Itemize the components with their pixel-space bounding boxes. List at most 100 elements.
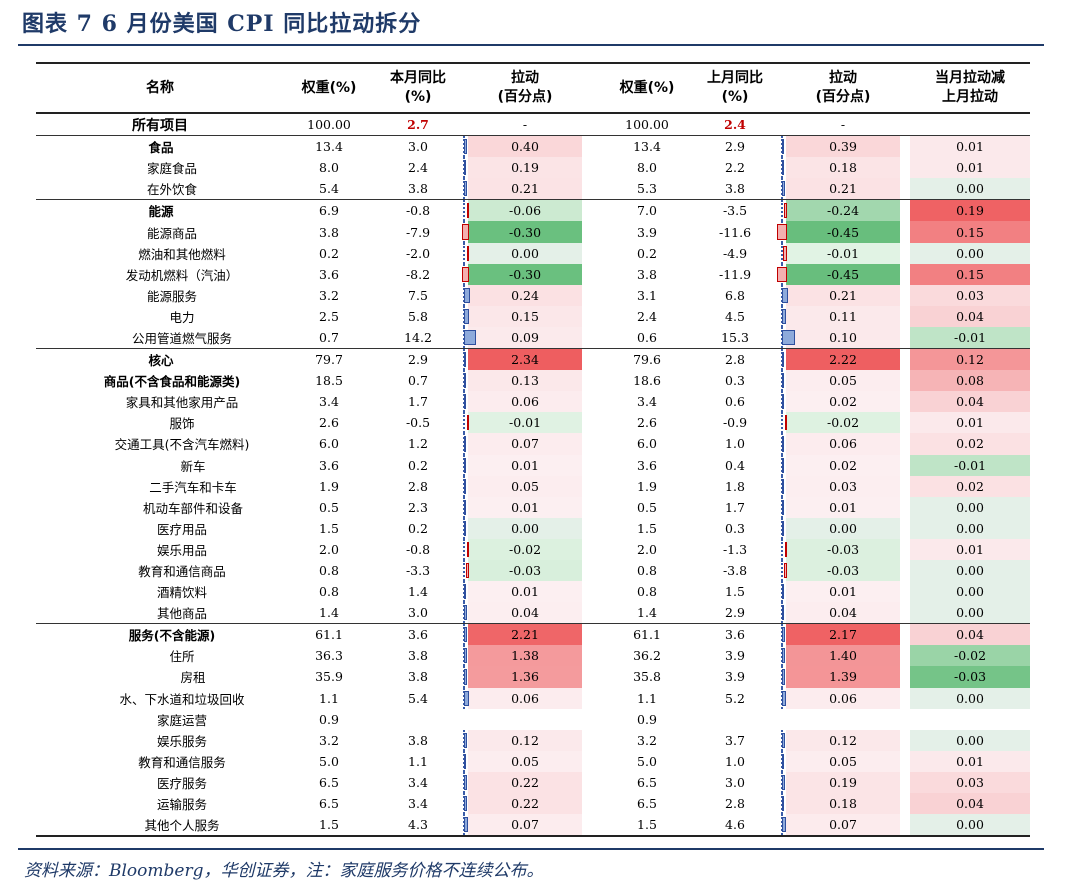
yoy-current: 1.2 xyxy=(408,436,428,452)
yoy-bar-negative xyxy=(467,245,469,261)
pull-diff: 0.03 xyxy=(910,284,1030,306)
pull-diff: 0.15 xyxy=(910,263,1030,285)
table-row: 燃油和其他燃料 0.2 -2.0 0.00 0.2 -4.9 -0.01 0.00 xyxy=(36,242,1030,264)
pull-current: 0.07 xyxy=(468,433,582,455)
yoy-bar-negative xyxy=(462,224,469,240)
table-row: 电力 2.5 5.8 0.15 2.4 4.5 0.11 0.04 xyxy=(36,305,1030,327)
yoy-prev: 3.6 xyxy=(690,623,780,646)
yoy-prev: 0.3 xyxy=(725,373,745,389)
pull-diff: 0.01 xyxy=(910,750,1030,772)
pull-prev xyxy=(786,709,900,730)
yoy-current: -0.8 xyxy=(405,541,431,557)
figure-title: 图表 7 6 月份美国 CPI 同比拉动拆分 xyxy=(22,11,422,37)
yoy-prev: 3.7 xyxy=(725,732,745,748)
weight-current: 1.1 xyxy=(319,690,339,706)
yoy-current: 3.8 xyxy=(408,669,428,685)
pull-diff: 0.02 xyxy=(910,433,1030,455)
yoy-bar-positive xyxy=(464,160,467,176)
table-row: 医疗用品 1.5 0.2 0.00 1.5 0.3 0.00 0.00 xyxy=(36,517,1030,539)
yoy-bar-positive xyxy=(464,774,467,790)
weight-current: 0.5 xyxy=(319,499,339,515)
yoy-current: 2.4 xyxy=(408,160,428,176)
pull-prev: -0.24 xyxy=(786,199,900,222)
weight-prev: 6.0 xyxy=(637,436,657,452)
row-label: 其他商品 xyxy=(156,606,207,622)
table-row: 其他个人服务 1.5 4.3 0.07 1.5 4.6 0.07 0.00 xyxy=(36,814,1030,838)
pull-diff: 0.02 xyxy=(910,475,1030,497)
row-label: 娱乐服务 xyxy=(156,733,207,749)
pull-diff: -0.01 xyxy=(910,454,1030,476)
yoy-prev: 1.5 xyxy=(725,584,745,600)
yoy-bar-positive xyxy=(464,436,466,452)
yoy-current: 1.4 xyxy=(408,584,428,600)
header-weight-current: 权重(%) xyxy=(284,62,374,114)
weight-prev: 8.0 xyxy=(637,160,657,176)
pull-diff: 0.01 xyxy=(910,135,1030,158)
weight-current: 2.0 xyxy=(319,541,339,557)
table-row: 教育和通信商品 0.8 -3.3 -0.03 0.8 -3.8 -0.03 0.00 xyxy=(36,559,1030,582)
table-row: 机动车部件和设备 0.5 2.3 0.01 0.5 1.7 0.01 0.00 xyxy=(36,496,1030,518)
yoy-prev: 3.8 xyxy=(725,181,745,197)
table-row: 食品 13.4 3.0 0.40 13.4 2.9 0.39 0.01 xyxy=(36,135,1030,158)
yoy-bar-positive xyxy=(782,605,785,621)
table-row: 娱乐用品 2.0 -0.8 -0.02 2.0 -1.3 -0.03 0.01 xyxy=(36,538,1030,560)
yoy-bar-positive xyxy=(464,753,466,769)
yoy-bar-positive xyxy=(464,584,466,600)
weight-prev: 0.8 xyxy=(637,563,657,579)
yoy-current: 7.5 xyxy=(408,287,428,303)
yoy-bar-negative xyxy=(785,415,787,431)
yoy-prev: -4.9 xyxy=(722,245,748,261)
yoy-prev: 1.0 xyxy=(725,436,745,452)
row-label: 机动车部件和设备 xyxy=(142,500,243,516)
pull-diff: 0.01 xyxy=(910,412,1030,434)
yoy-prev: 0.6 xyxy=(725,394,745,410)
header-name: 名称 xyxy=(36,62,284,114)
yoy-prev: 15.3 xyxy=(721,329,749,345)
pull-prev: 0.05 xyxy=(786,370,900,392)
yoy-bar-positive xyxy=(782,160,784,176)
weight-current: 3.2 xyxy=(319,287,339,303)
header-pull-prev: 拉动 (百分点) xyxy=(786,62,900,114)
pull-diff: -0.03 xyxy=(910,666,1030,688)
pull-current: 0.13 xyxy=(468,370,582,392)
table-row: 运输服务 6.5 3.4 0.22 6.5 2.8 0.18 0.04 xyxy=(36,793,1030,815)
yoy-bar-positive xyxy=(464,669,468,685)
pull-prev: 2.17 xyxy=(786,623,900,646)
yoy-current: 0.7 xyxy=(408,373,428,389)
pull-prev: -0.45 xyxy=(786,221,900,243)
pull-current: -0.30 xyxy=(468,263,582,285)
weight-current: 6.0 xyxy=(319,436,339,452)
pull-current: 1.38 xyxy=(468,645,582,667)
weight-prev: 6.5 xyxy=(637,796,657,812)
weight-prev: 3.8 xyxy=(637,266,657,282)
row-label: 水、下水道和垃圾回收 xyxy=(119,691,245,707)
table-body: 所有项目 100.00 2.7-100.00 2.4- 食品 13.4 3.0 0.40 13.… xyxy=(36,113,1030,838)
table-row: 二手汽车和卡车 1.9 2.8 0.05 1.9 1.8 0.03 0.02 xyxy=(36,475,1030,497)
source-note: 资料来源：Bloomberg，华创证券，注：家庭服务价格不连续公布。 xyxy=(24,861,544,881)
pull-prev: 2.22 xyxy=(786,348,900,371)
pull-diff: 0.00 xyxy=(910,602,1030,624)
weight-prev: 7.0 xyxy=(604,199,690,222)
weight-prev: 13.4 xyxy=(604,135,690,158)
row-label: 运输服务 xyxy=(156,797,207,813)
table-row: 能源商品 3.8 -7.9 -0.30 3.9 -11.6 -0.45 0.15 xyxy=(36,221,1030,243)
table-row: 教育和通信服务 5.0 1.1 0.05 5.0 1.0 0.05 0.01 xyxy=(36,750,1030,772)
yoy-bar-positive xyxy=(782,753,784,769)
pull-diff: 0.00 xyxy=(910,517,1030,539)
weight-prev: 0.9 xyxy=(637,711,657,727)
yoy-current: 4.3 xyxy=(374,814,462,838)
yoy-prev: 0.3 xyxy=(725,520,745,536)
yoy-bar-positive xyxy=(464,478,467,494)
weight-current: 8.0 xyxy=(319,160,339,176)
yoy-current: 1.1 xyxy=(408,753,428,769)
pull-current: 0.00 xyxy=(468,242,582,264)
pull-diff: 0.00 xyxy=(910,559,1030,582)
yoy-bar-negative xyxy=(462,266,469,282)
weight-prev: 3.6 xyxy=(637,457,657,473)
weight-prev: 3.9 xyxy=(637,224,657,240)
row-label: 能源商品 xyxy=(146,225,197,241)
pull-prev: 0.01 xyxy=(786,581,900,603)
pull-current: -0.30 xyxy=(468,221,582,243)
table-row: 核心 79.7 2.9 2.34 79.6 2.8 2.22 0.12 xyxy=(36,348,1030,371)
pull-prev: 0.19 xyxy=(786,771,900,793)
